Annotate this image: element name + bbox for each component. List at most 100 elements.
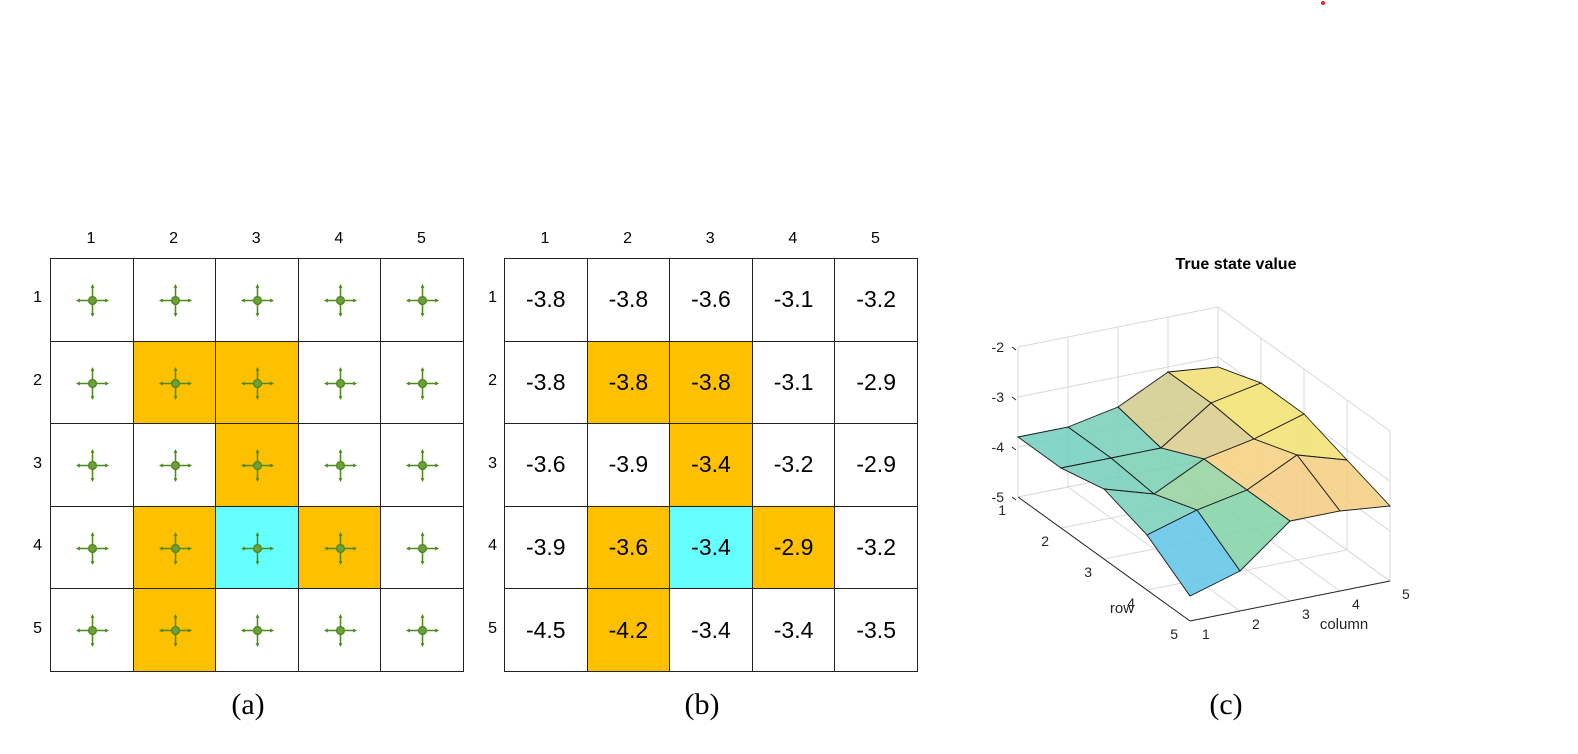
z-tick-mark bbox=[1011, 496, 1017, 501]
grid-cell: -3.1 bbox=[752, 259, 836, 342]
grid-cell: -3.5 bbox=[835, 589, 918, 672]
grid-cell bbox=[133, 424, 217, 507]
policy-arrows-icon bbox=[241, 366, 275, 400]
forbidden-cell bbox=[133, 506, 217, 590]
back-gridline bbox=[1017, 306, 1219, 348]
z-tick-label: -2 bbox=[992, 339, 1005, 355]
grid-cell bbox=[216, 589, 299, 672]
caption-c: (c) bbox=[1209, 688, 1243, 721]
state-value-label: -3.8 bbox=[525, 368, 566, 395]
row-header: 3 bbox=[33, 454, 42, 472]
row-tick-label: 3 bbox=[1084, 564, 1092, 580]
policy-arrows-icon bbox=[323, 531, 357, 565]
state-value-label: -3.2 bbox=[856, 286, 896, 313]
column-header: 2 bbox=[169, 230, 179, 247]
state-value-label: -3.1 bbox=[773, 368, 814, 395]
grid-cell: -3.9 bbox=[505, 506, 588, 590]
z-tick-mark bbox=[1011, 446, 1017, 451]
grid-cell bbox=[298, 424, 382, 507]
policy-grid bbox=[50, 258, 464, 672]
policy-arrows-icon bbox=[241, 283, 275, 318]
policy-arrows-icon bbox=[75, 531, 110, 565]
column-axis-label: column bbox=[1320, 616, 1368, 633]
column-header: 4 bbox=[334, 230, 344, 247]
policy-arrows-icon bbox=[323, 366, 357, 400]
grid-cell bbox=[51, 259, 134, 342]
row-tick-label: 4 bbox=[1127, 595, 1135, 611]
floor-gridline bbox=[1146, 549, 1348, 591]
grid-cell bbox=[298, 589, 382, 672]
value-grid: -3.8 -3.8 -3.6 -3.1 -3.2 -3.8 -3.8 -3.8 -3.1 -2.9… bbox=[504, 258, 918, 672]
forbidden-cell bbox=[216, 424, 299, 507]
grid-cell bbox=[381, 341, 464, 425]
target-cell bbox=[216, 506, 299, 590]
policy-arrows-icon bbox=[406, 531, 440, 565]
grid-cell: -2.9 bbox=[835, 341, 918, 425]
grid-cell: -3.4 bbox=[670, 589, 753, 672]
row-axis-line bbox=[1017, 496, 1191, 622]
state-value-label: -2.9 bbox=[856, 451, 896, 478]
grid-cell: -3.2 bbox=[835, 506, 918, 590]
column-header: 1 bbox=[540, 230, 550, 247]
state-value-label: -3.2 bbox=[856, 534, 896, 561]
grid-cell bbox=[51, 589, 134, 672]
row-tick-label: 1 bbox=[998, 502, 1006, 518]
forbidden-cell bbox=[298, 506, 382, 590]
state-value-label: -3.6 bbox=[525, 451, 566, 478]
policy-arrows-icon bbox=[406, 366, 440, 400]
grid-cell bbox=[381, 506, 464, 590]
grid-cell: -3.1 bbox=[752, 341, 836, 425]
policy-arrows-icon bbox=[158, 283, 192, 318]
row-header: 1 bbox=[488, 289, 497, 307]
state-value-label: -3.9 bbox=[525, 534, 566, 561]
target-cell: -3.4 bbox=[670, 506, 753, 590]
grid-cell bbox=[381, 424, 464, 507]
grid-cell bbox=[51, 424, 134, 507]
z-tick-mark bbox=[1011, 396, 1017, 401]
state-value-label: -4.5 bbox=[525, 616, 566, 643]
policy-arrows-icon bbox=[158, 614, 192, 648]
grid-cell: -3.2 bbox=[752, 424, 836, 507]
grid-cell: -3.9 bbox=[587, 424, 671, 507]
state-value-label: -3.6 bbox=[608, 534, 649, 561]
row-header: 2 bbox=[33, 371, 42, 389]
state-value-label: -2.9 bbox=[856, 368, 896, 395]
state-value-label: -3.8 bbox=[608, 286, 649, 313]
grid-cell bbox=[216, 259, 299, 342]
policy-arrows-icon bbox=[241, 531, 275, 565]
column-header: 2 bbox=[623, 230, 633, 247]
row-tick-label: 2 bbox=[1041, 533, 1049, 549]
z-tick-label: -4 bbox=[992, 439, 1005, 455]
forbidden-cell: -4.2 bbox=[587, 589, 671, 672]
z-tick-mark bbox=[1011, 346, 1017, 351]
policy-arrows-icon bbox=[323, 614, 357, 648]
column-axis-line bbox=[1189, 580, 1391, 622]
z-tick-label: -5 bbox=[992, 489, 1005, 505]
state-value-label: -4.2 bbox=[608, 616, 649, 643]
policy-arrows-icon bbox=[323, 283, 357, 318]
column-tick-label: 4 bbox=[1352, 596, 1360, 612]
grid-cell bbox=[51, 506, 134, 590]
back-gridline bbox=[1017, 356, 1219, 398]
column-header: 5 bbox=[870, 230, 880, 247]
state-value-label: -3.8 bbox=[691, 368, 731, 395]
z-tick-label: -3 bbox=[992, 389, 1005, 405]
row-tick-label: 5 bbox=[1170, 626, 1178, 642]
column-tick-label: 1 bbox=[1202, 626, 1210, 642]
state-value-label: -2.9 bbox=[773, 534, 814, 561]
state-value-label: -3.4 bbox=[691, 616, 731, 643]
forbidden-cell: -3.6 bbox=[587, 506, 671, 590]
forbidden-cell: -2.9 bbox=[752, 506, 836, 590]
grid-cell: -3.8 bbox=[587, 259, 671, 342]
grid-cell: -2.9 bbox=[835, 424, 918, 507]
state-value-label: -3.5 bbox=[856, 616, 896, 643]
policy-arrows-icon bbox=[406, 449, 440, 483]
column-tick-label: 5 bbox=[1402, 586, 1410, 602]
forbidden-cell: -3.8 bbox=[670, 341, 753, 425]
grid-cell bbox=[133, 259, 217, 342]
grid-cell: -3.8 bbox=[505, 341, 588, 425]
grid-cell: -3.6 bbox=[670, 259, 753, 342]
column-header: 1 bbox=[86, 230, 96, 247]
column-tick-label: 2 bbox=[1252, 616, 1260, 632]
